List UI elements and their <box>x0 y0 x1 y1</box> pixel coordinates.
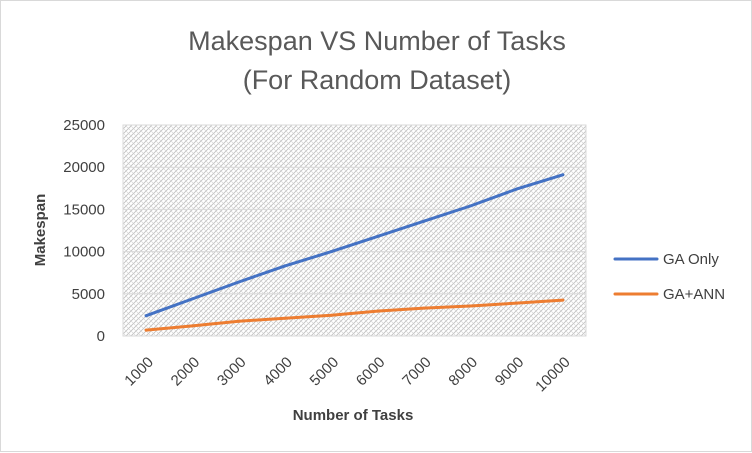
legend-label: GA+ANN <box>663 286 725 303</box>
x-axis-title: Number of Tasks <box>293 407 414 424</box>
data-point <box>283 316 287 320</box>
y-axis-title: Makespan <box>32 194 49 267</box>
data-point <box>144 328 148 332</box>
x-tick-label: 4000 <box>260 354 296 390</box>
x-tick-label: 8000 <box>445 354 481 390</box>
x-tick-label: 7000 <box>399 354 435 390</box>
data-point <box>144 314 148 318</box>
data-point <box>237 280 241 284</box>
y-tick-label: 5000 <box>72 286 105 303</box>
data-point <box>561 173 565 177</box>
data-point <box>376 234 380 238</box>
data-point <box>515 187 518 191</box>
x-axis-ticks: 1000 2000 3000 4000 5000 6000 7000 8000 9000 1000… <box>121 354 573 396</box>
chart-legend: GA Only GA+ANN <box>613 251 725 303</box>
y-tick-label: 25000 <box>63 117 105 134</box>
data-point <box>468 304 472 308</box>
series-line-ga-only <box>144 173 565 318</box>
data-point <box>190 324 194 328</box>
data-point <box>283 264 287 268</box>
x-tick-label: 2000 <box>168 354 204 390</box>
x-tick-label: 1000 <box>121 354 157 390</box>
data-point <box>422 306 426 310</box>
data-point <box>376 309 380 313</box>
legend-label: GA Only <box>663 251 719 268</box>
series-lines <box>144 173 565 332</box>
data-point <box>329 250 333 254</box>
data-point <box>190 297 194 301</box>
y-tick-label: 0 <box>97 328 105 345</box>
data-point <box>422 219 426 223</box>
series-line-ga-ann <box>144 298 565 332</box>
chart-title-line-1: Makespan VS Number of Tasks <box>188 26 566 56</box>
data-point <box>329 313 333 317</box>
x-tick-label: 6000 <box>353 354 389 390</box>
y-tick-label: 10000 <box>63 244 105 261</box>
y-tick-label: 20000 <box>63 159 105 176</box>
data-point <box>468 204 472 208</box>
x-tick-label: 3000 <box>214 354 250 390</box>
plot-area <box>122 124 587 337</box>
y-tick-label: 15000 <box>63 201 105 218</box>
data-point <box>561 298 565 302</box>
x-tick-label: 9000 <box>492 354 528 390</box>
x-tick-label: 5000 <box>307 354 343 390</box>
data-point <box>515 301 518 305</box>
data-point <box>237 319 241 323</box>
x-tick-label: 10000 <box>532 354 574 396</box>
chart-title-line-2: (For Random Dataset) <box>243 65 512 95</box>
y-axis-ticks: 0 5000 10000 15000 20000 25000 <box>63 117 586 345</box>
